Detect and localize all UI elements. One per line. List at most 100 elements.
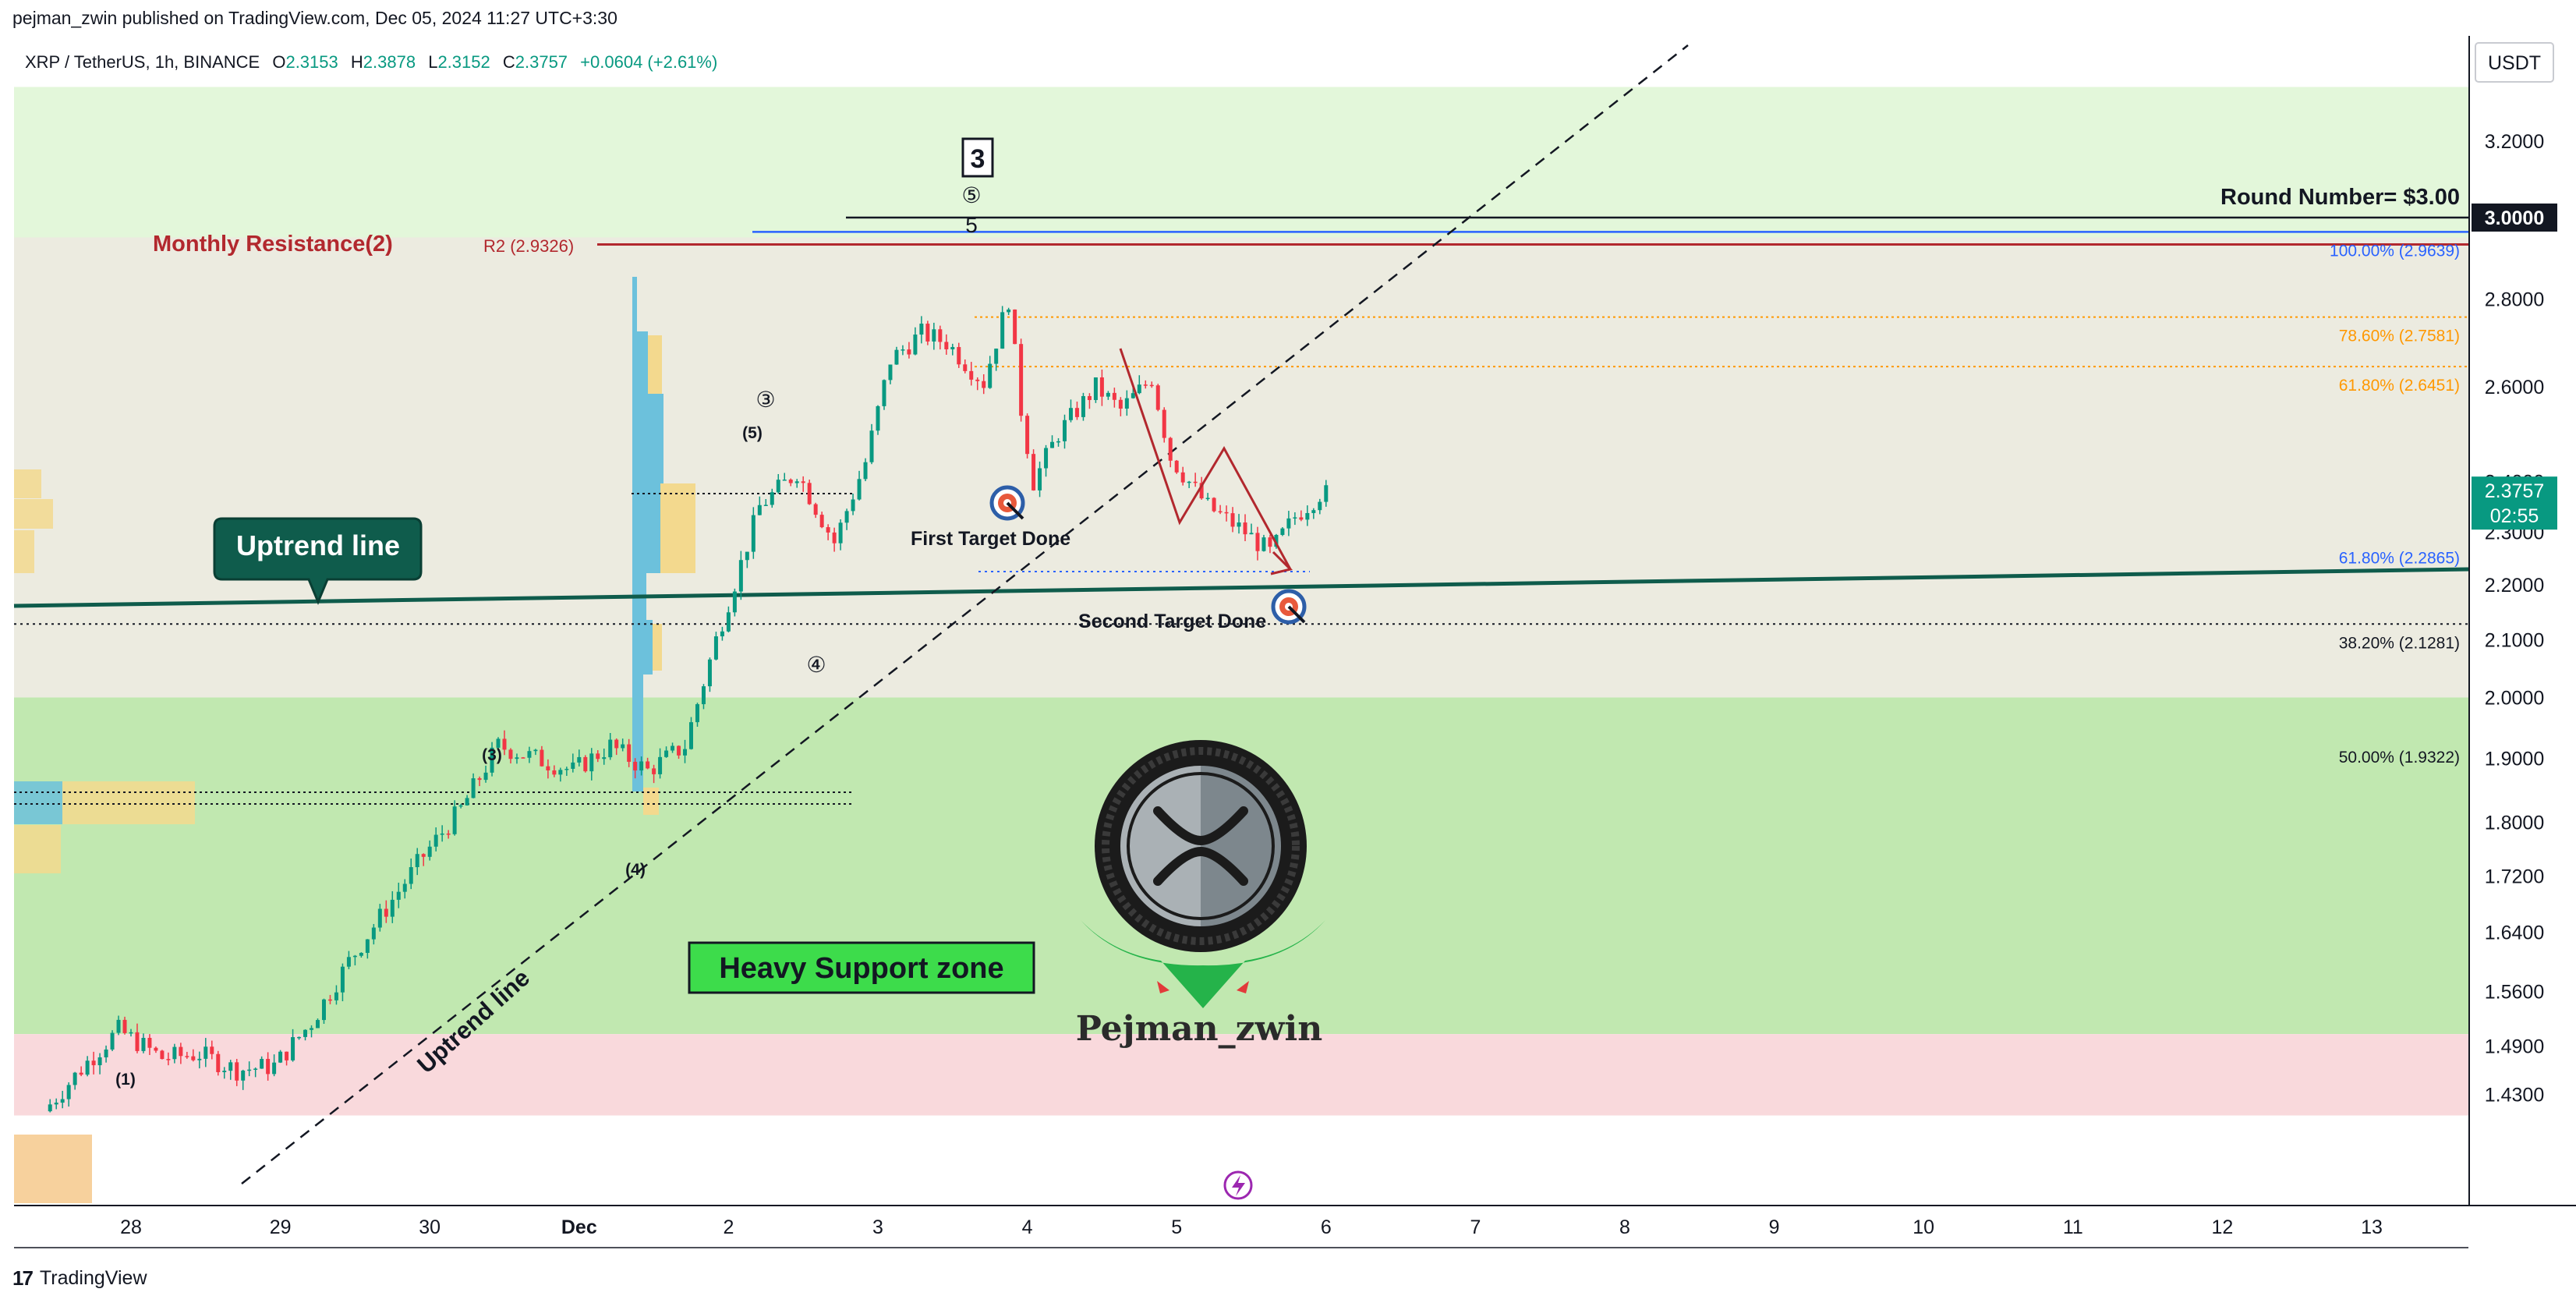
symbol-info: XRP / TetherUS, 1h, BINANCE O2.3153 H2.3… xyxy=(25,52,717,72)
candle-body xyxy=(272,1062,277,1075)
candle-body xyxy=(1099,377,1104,397)
candle-body xyxy=(969,370,974,380)
target-icon xyxy=(1271,589,1307,625)
candle-body xyxy=(944,342,949,349)
lightning-icon[interactable] xyxy=(1223,1170,1253,1200)
candle-body xyxy=(770,492,774,505)
candle-body xyxy=(652,768,656,774)
candle-body xyxy=(452,806,457,834)
publisher-line: pejman_zwin published on TradingView.com… xyxy=(12,8,617,28)
candle-body xyxy=(608,739,613,758)
bar-countdown: 02:55 xyxy=(2490,505,2539,527)
candle-body xyxy=(1180,472,1185,483)
candle-body xyxy=(185,1056,189,1057)
candle-body xyxy=(1044,448,1049,469)
open-value: 2.3153 xyxy=(285,52,338,72)
candle-body xyxy=(1131,393,1135,398)
x-tick-label: 3 xyxy=(872,1216,883,1238)
monthly-resistance-label: Monthly Resistance(2) xyxy=(153,232,393,257)
candle-body xyxy=(1137,384,1141,394)
candle-body xyxy=(421,854,426,857)
candle-body xyxy=(677,745,681,756)
candle-body xyxy=(552,770,557,775)
wave-label-p5: (5) xyxy=(742,424,763,442)
wave-label-c4: ④ xyxy=(806,653,826,677)
wave-box-3: 3 xyxy=(961,137,994,178)
candle-body xyxy=(583,756,588,772)
footer[interactable]: 17 TradingView xyxy=(12,1266,147,1291)
x-tick-label: 11 xyxy=(2063,1216,2083,1238)
candle-body xyxy=(197,1058,202,1060)
candle-body xyxy=(546,766,550,770)
left-volume-profile xyxy=(14,469,195,1203)
x-tick-label: 2 xyxy=(723,1216,734,1238)
candle-body xyxy=(396,891,401,900)
candle-body xyxy=(291,1037,295,1060)
candle-body xyxy=(664,750,669,757)
candle-body xyxy=(1187,481,1191,483)
candle-body xyxy=(671,745,675,751)
candle-body xyxy=(646,761,650,769)
y-tick-label: 3.2000 xyxy=(2485,131,2544,153)
y-tick-label: 1.5600 xyxy=(2485,982,2544,1004)
candle-body xyxy=(658,756,663,774)
candle-body xyxy=(919,324,924,335)
candle-body xyxy=(876,405,880,431)
currency-button[interactable]: USDT xyxy=(2475,42,2554,83)
candle-body xyxy=(346,957,351,967)
candle-body xyxy=(863,462,868,480)
candle-body xyxy=(458,805,463,807)
x-tick-label: 6 xyxy=(1321,1216,1332,1238)
candle-body xyxy=(1112,392,1116,400)
candle-body xyxy=(1261,537,1266,551)
candle-body xyxy=(235,1062,239,1081)
candle-body xyxy=(1031,454,1036,490)
candle-body xyxy=(1155,385,1160,410)
fib-level-label: 38.20% (2.1281) xyxy=(2339,634,2460,652)
candle-body xyxy=(1149,384,1154,387)
candle-body xyxy=(97,1057,102,1066)
wave-label-p1: (1) xyxy=(115,1071,136,1089)
candle-body xyxy=(1193,481,1198,483)
uptrend-callout-label: Uptrend line xyxy=(236,529,400,561)
candle-body xyxy=(228,1062,233,1071)
candle-body xyxy=(521,757,525,759)
x-tick-label: 28 xyxy=(120,1216,142,1238)
candle-body xyxy=(160,1050,165,1060)
candle-body xyxy=(844,511,849,523)
y-tick-label: 1.4900 xyxy=(2485,1036,2544,1057)
reference-lines xyxy=(14,216,2468,805)
candle-body xyxy=(938,329,943,342)
candle-body xyxy=(321,999,326,1021)
candle-body xyxy=(602,757,607,759)
candle-body xyxy=(988,363,993,388)
candle-body xyxy=(477,778,482,781)
candle-body xyxy=(515,757,519,759)
candle-body xyxy=(1268,537,1272,547)
candle-body xyxy=(732,591,737,613)
candle-body xyxy=(1305,512,1310,520)
candle-body xyxy=(210,1046,214,1054)
candle-body xyxy=(540,749,544,767)
svg-text:XRP / TetherUS, 1h, BINANCE: XRP / TetherUS, 1h, BINANCE O2.3153 H2.3… xyxy=(25,52,717,72)
candle-body xyxy=(726,612,731,632)
candle-body xyxy=(794,481,799,483)
candle-body xyxy=(1224,512,1229,514)
candle-body xyxy=(1013,309,1017,345)
first-target-label: First Target Done xyxy=(911,528,1070,550)
x-tick-label: 4 xyxy=(1022,1216,1033,1238)
fib-lines: 100.00% (2.9639) 78.60% (2.7581) 61.80% (2… xyxy=(752,231,2468,767)
candle-body xyxy=(621,744,625,749)
svg-text:3.0000: 3.0000 xyxy=(2485,207,2544,229)
candle-body xyxy=(203,1046,208,1059)
candle-body xyxy=(409,867,413,884)
fib-level-label: 100.00% (2.9639) xyxy=(2330,242,2460,260)
candle-body xyxy=(838,522,843,544)
candle-body xyxy=(352,955,357,958)
uptrend-callout: Uptrend line xyxy=(213,517,423,605)
y-tick-label: 1.7200 xyxy=(2485,866,2544,887)
x-tick-label: 30 xyxy=(419,1216,441,1238)
candle-body xyxy=(751,515,755,552)
second-target-label: Second Target Done xyxy=(1078,611,1266,632)
